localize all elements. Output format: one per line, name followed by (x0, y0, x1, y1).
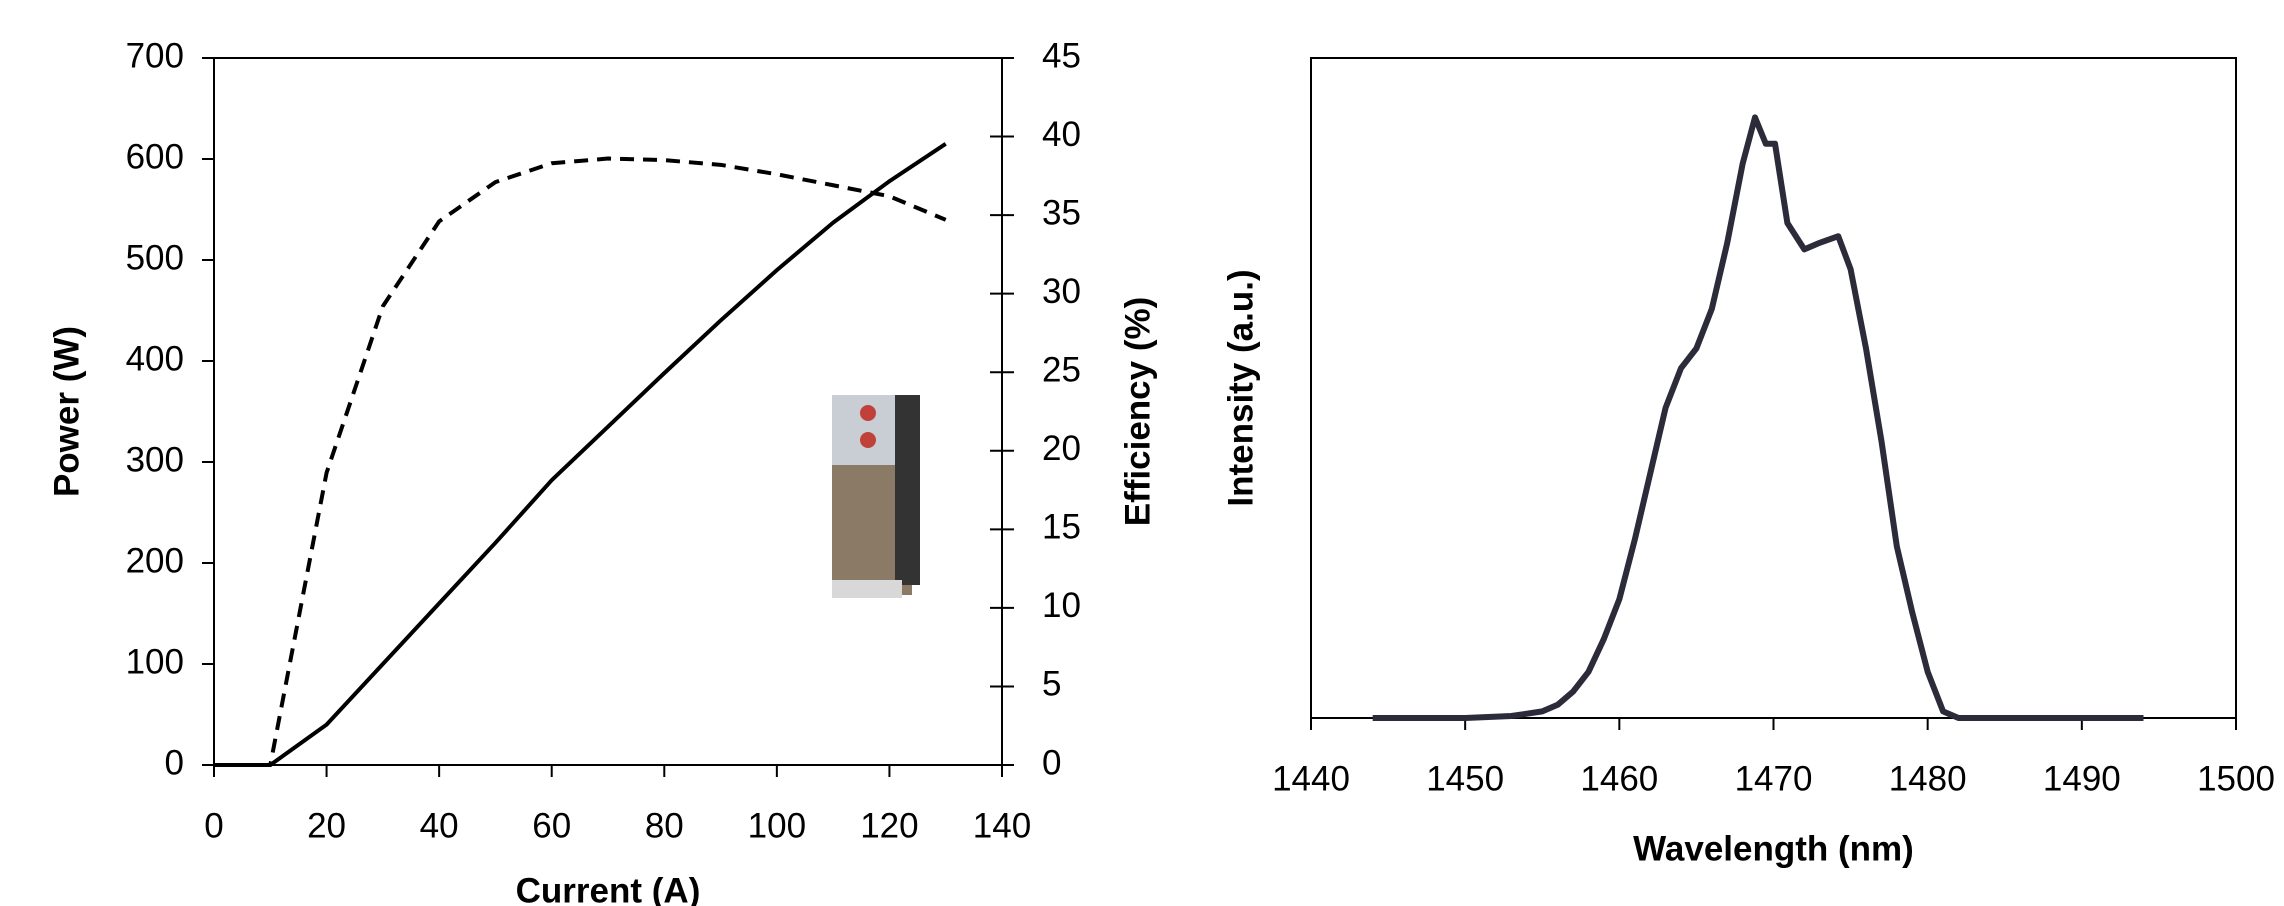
x-tick-label: 0 (204, 806, 223, 845)
x-tick-label: 120 (860, 806, 918, 845)
x-axis-title: Current (A) (516, 871, 701, 906)
device-photo (832, 395, 920, 598)
x-tick-label: 1440 (1272, 759, 1350, 798)
y2-tick-label: 0 (1042, 743, 1061, 782)
y-axis-title: Power (W) (47, 326, 86, 497)
photo-base (832, 580, 902, 598)
y-axis-title: Intensity (a.u.) (1221, 269, 1260, 506)
x-tick-label: 100 (748, 806, 806, 845)
series-line (1372, 114, 2144, 721)
x-tick-label: 40 (420, 806, 459, 845)
x-tick-label: 1460 (1580, 759, 1658, 798)
y-tick-label: 700 (126, 36, 184, 75)
y-tick-label: 200 (126, 541, 184, 580)
y2-axis-title: Efficiency (%) (1118, 297, 1157, 527)
photo-port (860, 405, 876, 421)
x-tick-label: 1490 (2043, 759, 2121, 798)
photo-port (860, 432, 876, 448)
x-tick-label: 1470 (1735, 759, 1813, 798)
x-tick-label: 140 (973, 806, 1031, 845)
y2-tick-label: 10 (1042, 586, 1081, 625)
x-axis-title: Wavelength (nm) (1633, 829, 1914, 868)
y-tick-label: 100 (126, 642, 184, 681)
y-tick-label: 500 (126, 238, 184, 277)
y2-tick-label: 5 (1042, 665, 1061, 704)
y2-tick-label: 15 (1042, 508, 1081, 547)
y2-tick-label: 20 (1042, 429, 1081, 468)
y-tick-label: 300 (126, 440, 184, 479)
x-tick-label: 60 (532, 806, 571, 845)
y2-tick-label: 35 (1042, 193, 1081, 232)
x-tick-label: 1480 (1889, 759, 1967, 798)
y2-tick-label: 25 (1042, 350, 1081, 389)
y-tick-label: 600 (126, 137, 184, 176)
x-tick-label: 1500 (2197, 759, 2275, 798)
y2-tick-label: 40 (1042, 115, 1081, 154)
photo-side (895, 395, 920, 585)
x-tick-label: 20 (307, 806, 346, 845)
y-tick-label: 0 (165, 743, 184, 782)
x-tick-label: 80 (645, 806, 684, 845)
x-tick-label: 1450 (1426, 759, 1504, 798)
plot-frame (1310, 57, 2237, 719)
series-line (214, 142, 947, 767)
series-line (214, 156, 947, 767)
y-tick-label: 400 (126, 339, 184, 378)
y2-tick-label: 30 (1042, 272, 1081, 311)
y2-tick-label: 45 (1042, 36, 1081, 75)
